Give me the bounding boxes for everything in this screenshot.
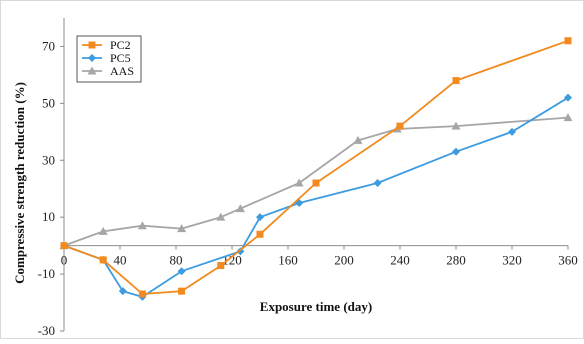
x-tick-label: 360 xyxy=(558,253,578,268)
y-tick-label: 50 xyxy=(42,95,55,110)
data-point-aas xyxy=(216,212,226,221)
data-point-pc2 xyxy=(564,37,572,45)
x-tick-label: 320 xyxy=(502,253,522,268)
y-tick-label: 10 xyxy=(42,209,55,224)
x-axis-title: Exposure time (day) xyxy=(260,299,372,314)
legend-label: PC2 xyxy=(110,38,131,52)
x-tick-label: 200 xyxy=(334,253,354,268)
data-point-aas xyxy=(353,135,363,144)
x-tick-label: 280 xyxy=(446,253,466,268)
y-axis-title: Compressive strength reduction (%) xyxy=(12,82,27,284)
data-point-pc2 xyxy=(99,256,107,264)
series-line-pc5 xyxy=(63,96,569,298)
data-point-aas xyxy=(563,113,573,122)
y-tick-label: -10 xyxy=(38,266,55,281)
data-point-pc2 xyxy=(452,77,460,85)
data-point-aas xyxy=(137,221,147,230)
legend-swatch-marker xyxy=(88,54,96,62)
data-point-pc5 xyxy=(177,267,186,276)
series-line-pc2 xyxy=(63,39,569,295)
y-tick-label: -30 xyxy=(38,323,55,338)
legend-swatch-marker xyxy=(88,41,96,49)
data-point-aas xyxy=(451,121,461,130)
x-tick-label: 40 xyxy=(114,253,127,268)
series-pc2 xyxy=(60,37,572,298)
legend-label: AAS xyxy=(110,64,134,78)
data-point-pc5 xyxy=(118,287,127,296)
data-point-pc2 xyxy=(256,230,264,238)
data-point-aas xyxy=(177,224,187,233)
data-point-pc2 xyxy=(217,262,225,270)
x-tick-label: 0 xyxy=(61,253,68,268)
series-group xyxy=(59,37,573,301)
data-point-pc5 xyxy=(564,93,572,102)
data-point-aas xyxy=(294,178,304,187)
data-point-pc5 xyxy=(373,179,382,188)
x-tick-label: 160 xyxy=(278,253,298,268)
x-tick-label: 80 xyxy=(170,253,183,268)
data-point-aas xyxy=(235,204,245,213)
data-point-pc5 xyxy=(452,147,460,156)
data-point-aas xyxy=(98,226,108,235)
legend-item-aas: AAS xyxy=(82,64,134,78)
legend-item-pc5: PC5 xyxy=(82,51,131,65)
legend-item-pc2: PC2 xyxy=(82,38,131,52)
x-tick-label: 240 xyxy=(390,253,410,268)
y-tick-label: 30 xyxy=(42,152,55,167)
y-tick-label: 70 xyxy=(42,38,55,53)
data-point-pc2 xyxy=(138,290,146,298)
data-point-pc5 xyxy=(256,213,264,222)
data-point-pc2 xyxy=(312,179,320,187)
data-point-pc2 xyxy=(396,122,404,130)
legend-swatch-marker xyxy=(87,66,97,75)
data-point-pc2 xyxy=(60,242,68,250)
data-point-pc5 xyxy=(508,127,516,136)
legend-label: PC5 xyxy=(110,51,131,65)
data-point-pc2 xyxy=(178,287,186,295)
